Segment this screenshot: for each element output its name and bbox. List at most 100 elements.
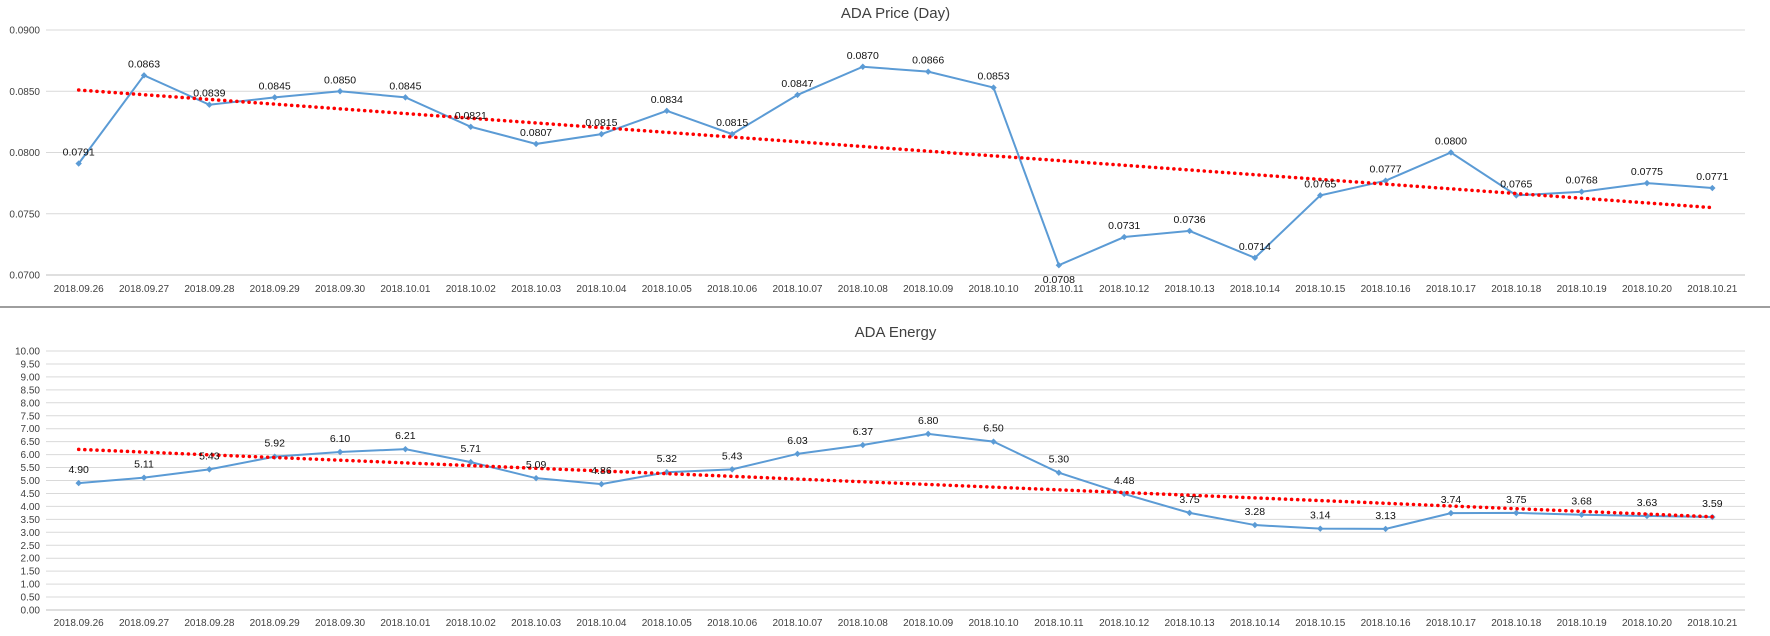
x-tick-label: 2018.10.08 xyxy=(838,618,888,629)
x-tick-label: 2018.10.02 xyxy=(446,284,496,295)
data-point xyxy=(1643,179,1651,187)
x-tick-label: 2018.10.04 xyxy=(576,618,626,629)
data-label: 5.43 xyxy=(199,450,220,462)
x-tick-label: 2018.10.20 xyxy=(1622,284,1672,295)
x-tick-label: 2018.09.29 xyxy=(250,284,300,295)
trendline xyxy=(76,447,1715,519)
x-tick-label: 2018.10.17 xyxy=(1426,618,1476,629)
x-tick-label: 2018.10.10 xyxy=(968,618,1018,629)
x-tick-label: 2018.10.16 xyxy=(1361,284,1411,295)
data-label: 0.0731 xyxy=(1108,220,1140,232)
data-point xyxy=(859,441,867,449)
data-point xyxy=(140,72,148,79)
data-point xyxy=(467,123,474,130)
y-tick-label: 0.0800 xyxy=(9,148,40,159)
x-tick-label: 2018.10.14 xyxy=(1230,284,1280,295)
x-tick-label: 2018.10.21 xyxy=(1687,618,1737,629)
data-point xyxy=(1578,511,1585,518)
x-tick-label: 2018.10.13 xyxy=(1165,284,1215,295)
data-label: 0.0821 xyxy=(455,110,487,122)
x-tick-label: 2018.10.11 xyxy=(1034,618,1084,629)
data-label: 6.03 xyxy=(787,435,808,447)
data-point xyxy=(859,63,867,70)
y-tick-label: 4.50 xyxy=(21,489,41,500)
data-label: 0.0771 xyxy=(1696,171,1728,183)
x-tick-label: 2018.10.04 xyxy=(576,284,626,295)
y-tick-label: 0.0900 xyxy=(9,26,40,37)
data-label: 0.0800 xyxy=(1435,136,1467,148)
y-tick-label: 8.00 xyxy=(21,398,41,409)
x-tick-label: 2018.09.27 xyxy=(119,284,169,295)
data-label: 0.0863 xyxy=(128,58,160,70)
data-point xyxy=(1121,233,1128,241)
y-tick-label: 7.50 xyxy=(21,411,41,422)
y-tick-label: 3.50 xyxy=(21,515,41,526)
series-line xyxy=(78,432,1713,530)
data-label: 0.0775 xyxy=(1631,166,1663,178)
data-point xyxy=(990,438,997,445)
data-label: 0.0815 xyxy=(585,117,617,129)
data-point xyxy=(1317,192,1324,199)
x-tick-label: 2018.09.28 xyxy=(184,284,234,295)
x-tick-label: 2018.10.05 xyxy=(642,618,692,629)
y-tick-label: 5.50 xyxy=(21,463,41,474)
data-label: 4.86 xyxy=(591,465,612,477)
x-tick-label: 2018.10.10 xyxy=(968,284,1018,295)
x-tick-label: 2018.10.12 xyxy=(1099,284,1149,295)
data-label: 6.37 xyxy=(853,426,874,438)
y-tick-label: 2.00 xyxy=(21,554,41,565)
data-label: 5.09 xyxy=(526,459,547,471)
x-tick-label: 2018.10.01 xyxy=(380,284,430,295)
y-tick-label: 6.50 xyxy=(21,437,41,448)
y-tick-label: 9.00 xyxy=(21,372,41,383)
trendline xyxy=(76,88,1715,210)
data-point xyxy=(532,140,540,148)
data-label: 3.75 xyxy=(1179,494,1200,506)
data-label: 5.32 xyxy=(657,453,678,465)
data-point xyxy=(1186,509,1193,517)
data-label: 0.0777 xyxy=(1370,164,1402,176)
data-point xyxy=(663,107,670,115)
data-point xyxy=(728,130,736,138)
data-point xyxy=(990,84,997,91)
data-label: 0.0853 xyxy=(977,71,1009,83)
data-point xyxy=(402,445,409,453)
data-point xyxy=(924,68,932,75)
x-tick-label: 2018.10.19 xyxy=(1557,284,1607,295)
x-tick-label: 2018.10.03 xyxy=(511,284,561,295)
data-point xyxy=(206,101,213,108)
data-point xyxy=(1317,525,1324,532)
data-label: 0.0870 xyxy=(847,50,879,62)
data-point xyxy=(1447,149,1455,156)
data-label: 3.14 xyxy=(1310,510,1331,522)
data-label: 6.80 xyxy=(918,415,939,427)
data-point xyxy=(75,479,82,487)
data-label: 0.0839 xyxy=(193,88,225,100)
y-tick-label: 1.50 xyxy=(21,567,41,578)
x-tick-label: 2018.10.08 xyxy=(838,284,888,295)
x-tick-label: 2018.10.15 xyxy=(1295,284,1345,295)
data-point xyxy=(794,91,801,99)
x-tick-label: 2018.10.07 xyxy=(772,284,822,295)
data-point xyxy=(1055,262,1063,269)
data-point xyxy=(1055,469,1063,476)
data-label: 3.74 xyxy=(1441,494,1462,506)
y-tick-label: 0.0700 xyxy=(9,271,40,282)
y-tick-label: 10.00 xyxy=(15,347,40,358)
data-point xyxy=(1709,184,1716,192)
data-label: 0.0815 xyxy=(716,117,748,129)
data-label: 6.10 xyxy=(330,433,351,445)
data-point xyxy=(206,466,213,473)
data-label: 4.90 xyxy=(68,464,89,476)
data-label: 0.0708 xyxy=(1043,274,1075,286)
data-label: 0.0866 xyxy=(912,55,944,67)
y-tick-label: 5.00 xyxy=(21,476,41,487)
chart-1: ADA Price (Day) 0.0700 0.0750 0.0800 0.0850 0… xyxy=(9,5,1745,295)
chart-2: ADA Energy 0.00 0.50 1.00 1.50 2.00 2.50 3.00 3.… xyxy=(15,324,1745,629)
data-point xyxy=(1382,177,1389,184)
x-tick-label: 2018.10.18 xyxy=(1491,618,1541,629)
data-point xyxy=(1186,227,1193,235)
data-point xyxy=(1251,521,1259,529)
